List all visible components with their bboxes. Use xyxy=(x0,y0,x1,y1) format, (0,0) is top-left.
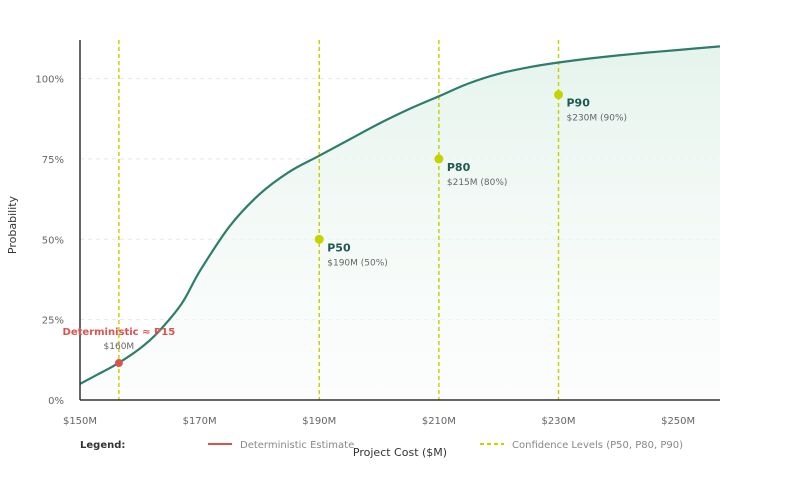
x-ticks: $150M $170M $190M $210M $230M $250M xyxy=(63,416,695,427)
cumulative-curve xyxy=(79,45,721,385)
legend-label-confidence: Confidence Levels (P50, P80, P90) xyxy=(512,440,683,451)
confidence-label-p90: P90 xyxy=(567,97,591,110)
confidence-lines xyxy=(118,40,560,400)
x-tick-label: $150M xyxy=(63,416,97,427)
markers: P50 $190M (50%) P80 $215M (80%) P90 $230M (90… xyxy=(63,90,628,368)
confidence-detail-p80: $215M (80%) xyxy=(447,178,508,188)
confidence-label-p80: P80 xyxy=(447,161,471,174)
legend-label-deterministic: Deterministic Estimate xyxy=(240,440,354,451)
y-axis-title: Probability xyxy=(6,195,19,254)
deterministic-label: Deterministic ≈ P15 xyxy=(63,327,176,338)
x-axis-title: Project Cost ($M) xyxy=(353,446,447,459)
confidence-point-p90 xyxy=(554,90,564,100)
x-tick-label: $230M xyxy=(541,416,575,427)
y-tick-label: 100% xyxy=(35,75,64,86)
deterministic-point xyxy=(114,359,123,368)
x-tick-label: $250M xyxy=(661,416,695,427)
deterministic-detail: $160M xyxy=(104,342,135,352)
legend: Legend: Deterministic Estimate Confidenc… xyxy=(80,440,683,451)
y-tick-label: 75% xyxy=(42,155,64,166)
y-tick-label: 0% xyxy=(48,396,64,407)
confidence-detail-p90: $230M (90%) xyxy=(567,114,628,124)
confidence-label-p50: P50 xyxy=(327,241,351,254)
y-ticks: 0% 25% 50% 75% 100% xyxy=(35,75,64,407)
confidence-point-p80 xyxy=(434,154,444,164)
x-tick-label: $170M xyxy=(183,416,217,427)
y-tick-label: 25% xyxy=(42,316,64,327)
y-tick-label: 50% xyxy=(42,235,64,246)
confidence-detail-p50: $190M (50%) xyxy=(327,258,388,268)
x-tick-label: $190M xyxy=(302,416,336,427)
x-tick-label: $210M xyxy=(422,416,456,427)
confidence-point-p50 xyxy=(314,234,324,244)
cumulative-area xyxy=(80,46,720,401)
legend-title: Legend: xyxy=(80,440,125,451)
